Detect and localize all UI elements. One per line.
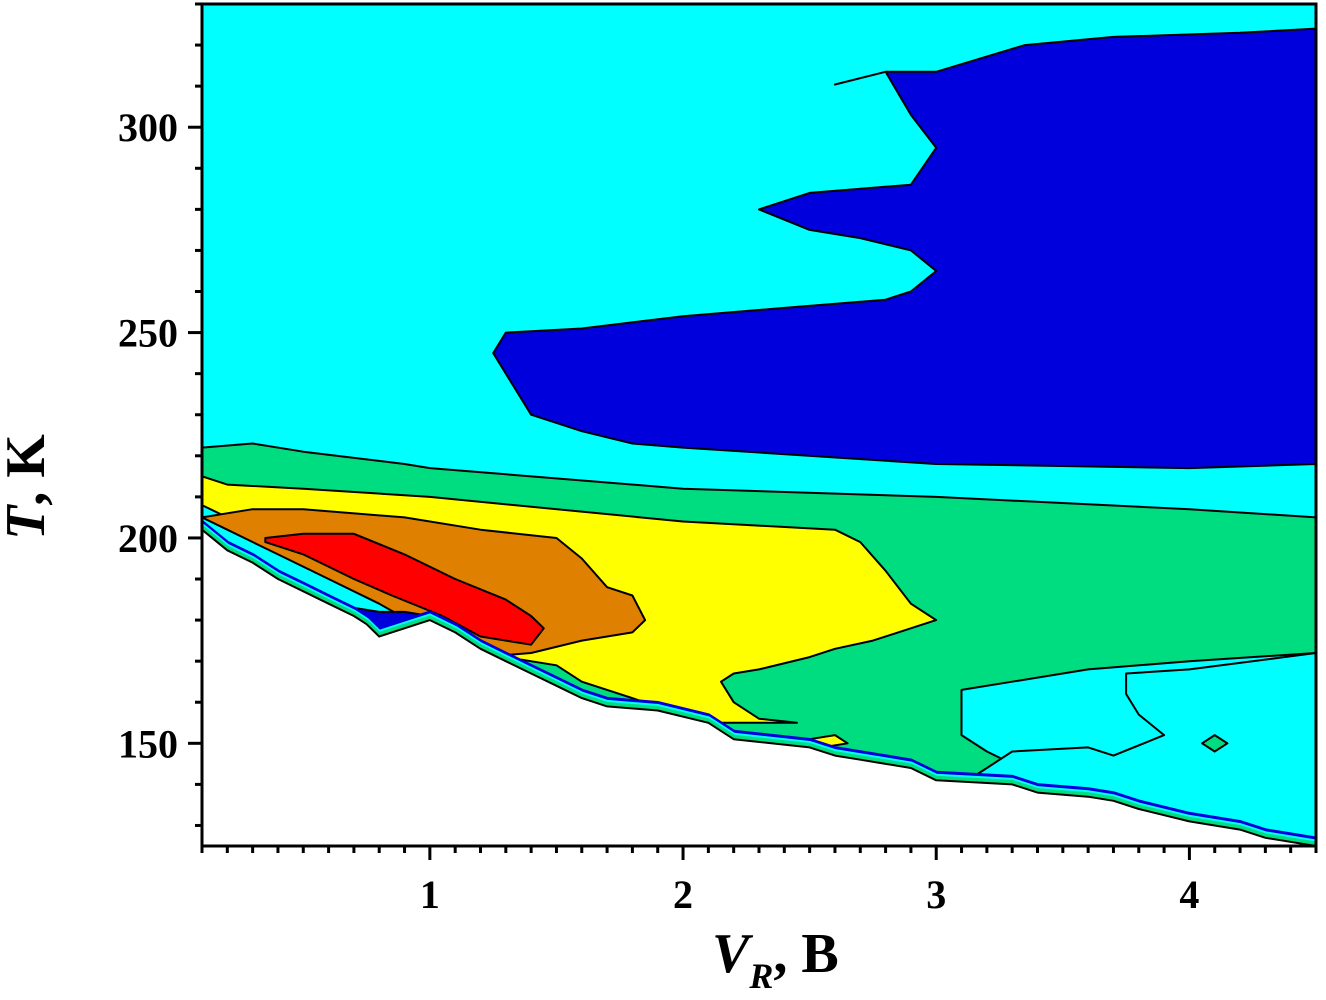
contour-region-green (1201, 734, 1229, 753)
edge-band-blue (202, 520, 1316, 842)
y-axis-symbol: T (0, 503, 57, 540)
x-tick-label: 4 (1179, 872, 1199, 917)
y-tick-label: 300 (118, 105, 178, 150)
y-tick-label: 250 (118, 311, 178, 356)
y-axis-title: T, K (0, 434, 57, 540)
contour-region-blue (492, 27, 1316, 470)
x-axis-title: VR, B (712, 923, 839, 996)
y-axis-unit: K (0, 434, 57, 478)
axes (188, 2, 1318, 860)
x-axis-subscript: R (748, 956, 773, 996)
x-axis-symbol: V (712, 923, 754, 985)
y-tick-label: 200 (118, 516, 178, 561)
nodata-region (202, 528, 1316, 846)
x-tick-label: 1 (420, 872, 440, 917)
edge-band-green (202, 525, 1316, 846)
x-tick-label: 3 (926, 872, 946, 917)
x-axis-unit: B (801, 923, 838, 985)
contour-region-red (264, 532, 545, 646)
contour-regions (202, 4, 1316, 846)
x-tick-label: 2 (673, 872, 693, 917)
y-tick-label: 150 (118, 721, 178, 766)
axis-labels: 1 2 3 4 150 200 250 300 (118, 105, 1199, 917)
